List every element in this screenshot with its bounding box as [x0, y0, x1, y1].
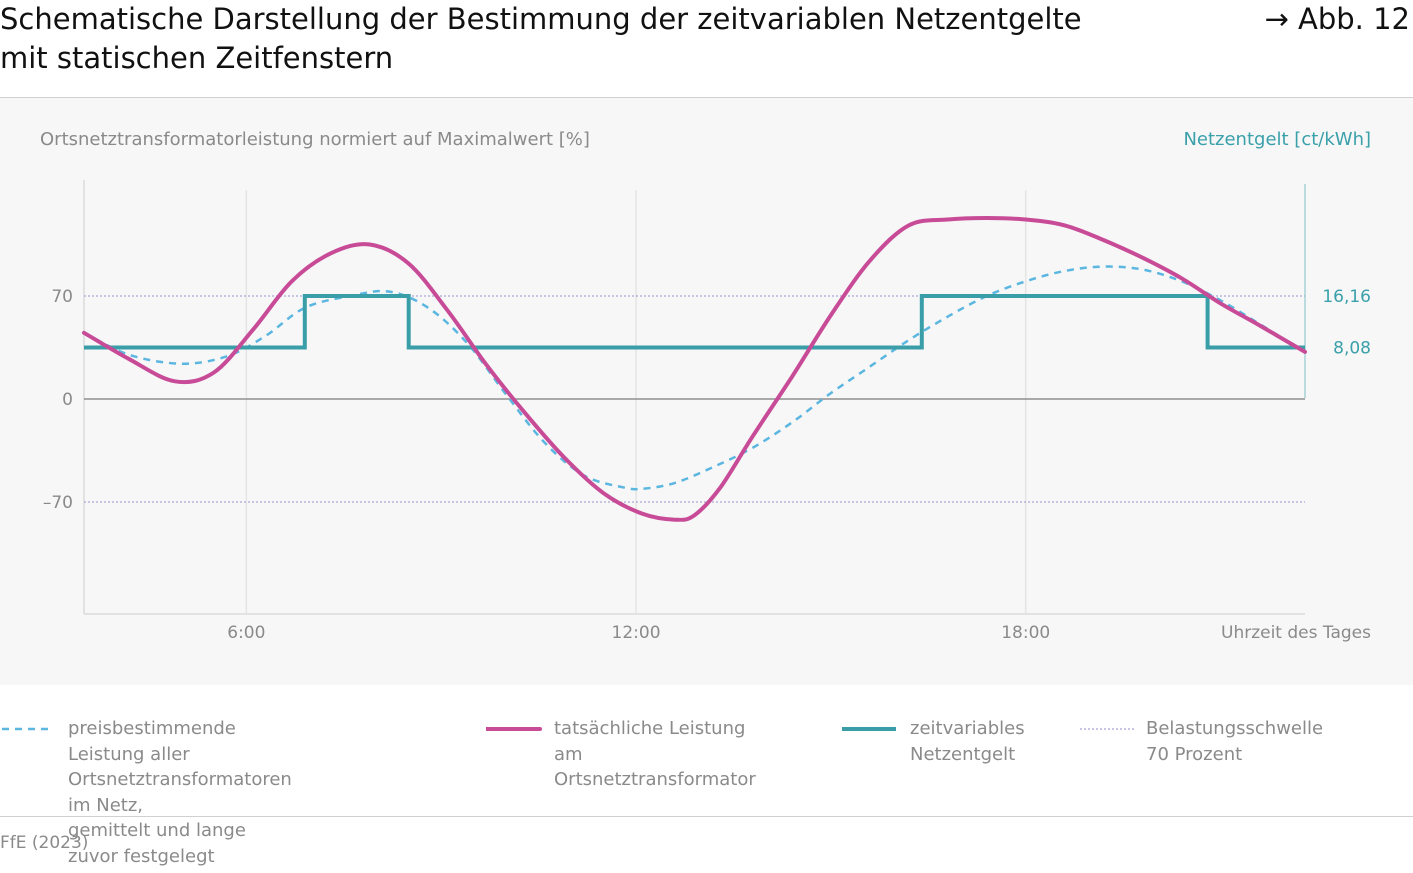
tick-layer: 6:00 12:00 18:00 Uhrzeit des Tages 70 0 –70 16,… [43, 287, 1371, 643]
figure-reference: → Abb. 12 [1264, 2, 1410, 36]
y-tick-label-1: 0 [62, 390, 73, 410]
y2-tick-label-1: 8,08 [1333, 339, 1371, 359]
chart-title-line-2: mit statischen Zeitfenstern [0, 41, 394, 75]
bottom-divider [0, 816, 1413, 817]
series-tatsaechliche-leistung [82, 215, 1307, 522]
legend-swatch-dashed [2, 727, 54, 731]
x-tick-label-1: 12:00 [612, 623, 661, 643]
legend-swatch-step [842, 727, 896, 731]
series-preisbestimmende-leistung [83, 265, 1306, 491]
grid-layer [83, 180, 1306, 615]
series-layer [82, 215, 1307, 522]
y2-tick-label-0: 16,16 [1322, 287, 1371, 307]
x-tick-label-0: 6:00 [227, 623, 265, 643]
legend-label-solid: tatsächliche Leistung am Ortsnetztransfo… [554, 718, 756, 790]
line-chart: 6:00 12:00 18:00 Uhrzeit des Tages 70 0 –70 16,… [43, 180, 1371, 643]
x-tick-label-2: 18:00 [1001, 623, 1050, 643]
series-zeitvariables-netzentgelt [84, 294, 1305, 350]
legend-swatch-solid [486, 727, 542, 731]
chart-panel [0, 98, 1413, 685]
source-note: FfE (2023) [0, 833, 89, 853]
y-axis-title: Ortsnetztransformatorleistung normiert a… [40, 129, 590, 150]
top-divider [0, 97, 1413, 98]
legend-swatch-dotted [1080, 728, 1134, 730]
y2-axis-title: Netzentgelt [ct/kWh] [1183, 129, 1371, 150]
legend-label-dotted: Belastungsschwelle 70 Prozent [1146, 718, 1324, 765]
chart-title: Schematische Darstellung der Bestimmung … [0, 0, 1180, 78]
legend: preisbestimmende Leistung aller Ortsnetz… [0, 716, 1413, 867]
y-tick-label-2: –70 [43, 493, 73, 513]
legend-label-step: zeitvariables Netzentgelt [910, 718, 1025, 765]
chart-title-line-1: Schematische Darstellung der Bestimmung … [0, 2, 1082, 36]
x-axis-title: Uhrzeit des Tages [1221, 623, 1371, 643]
y-tick-label-0: 70 [51, 287, 73, 307]
legend-label-dashed: preisbestimmende Leistung aller Ortsnetz… [68, 718, 292, 867]
